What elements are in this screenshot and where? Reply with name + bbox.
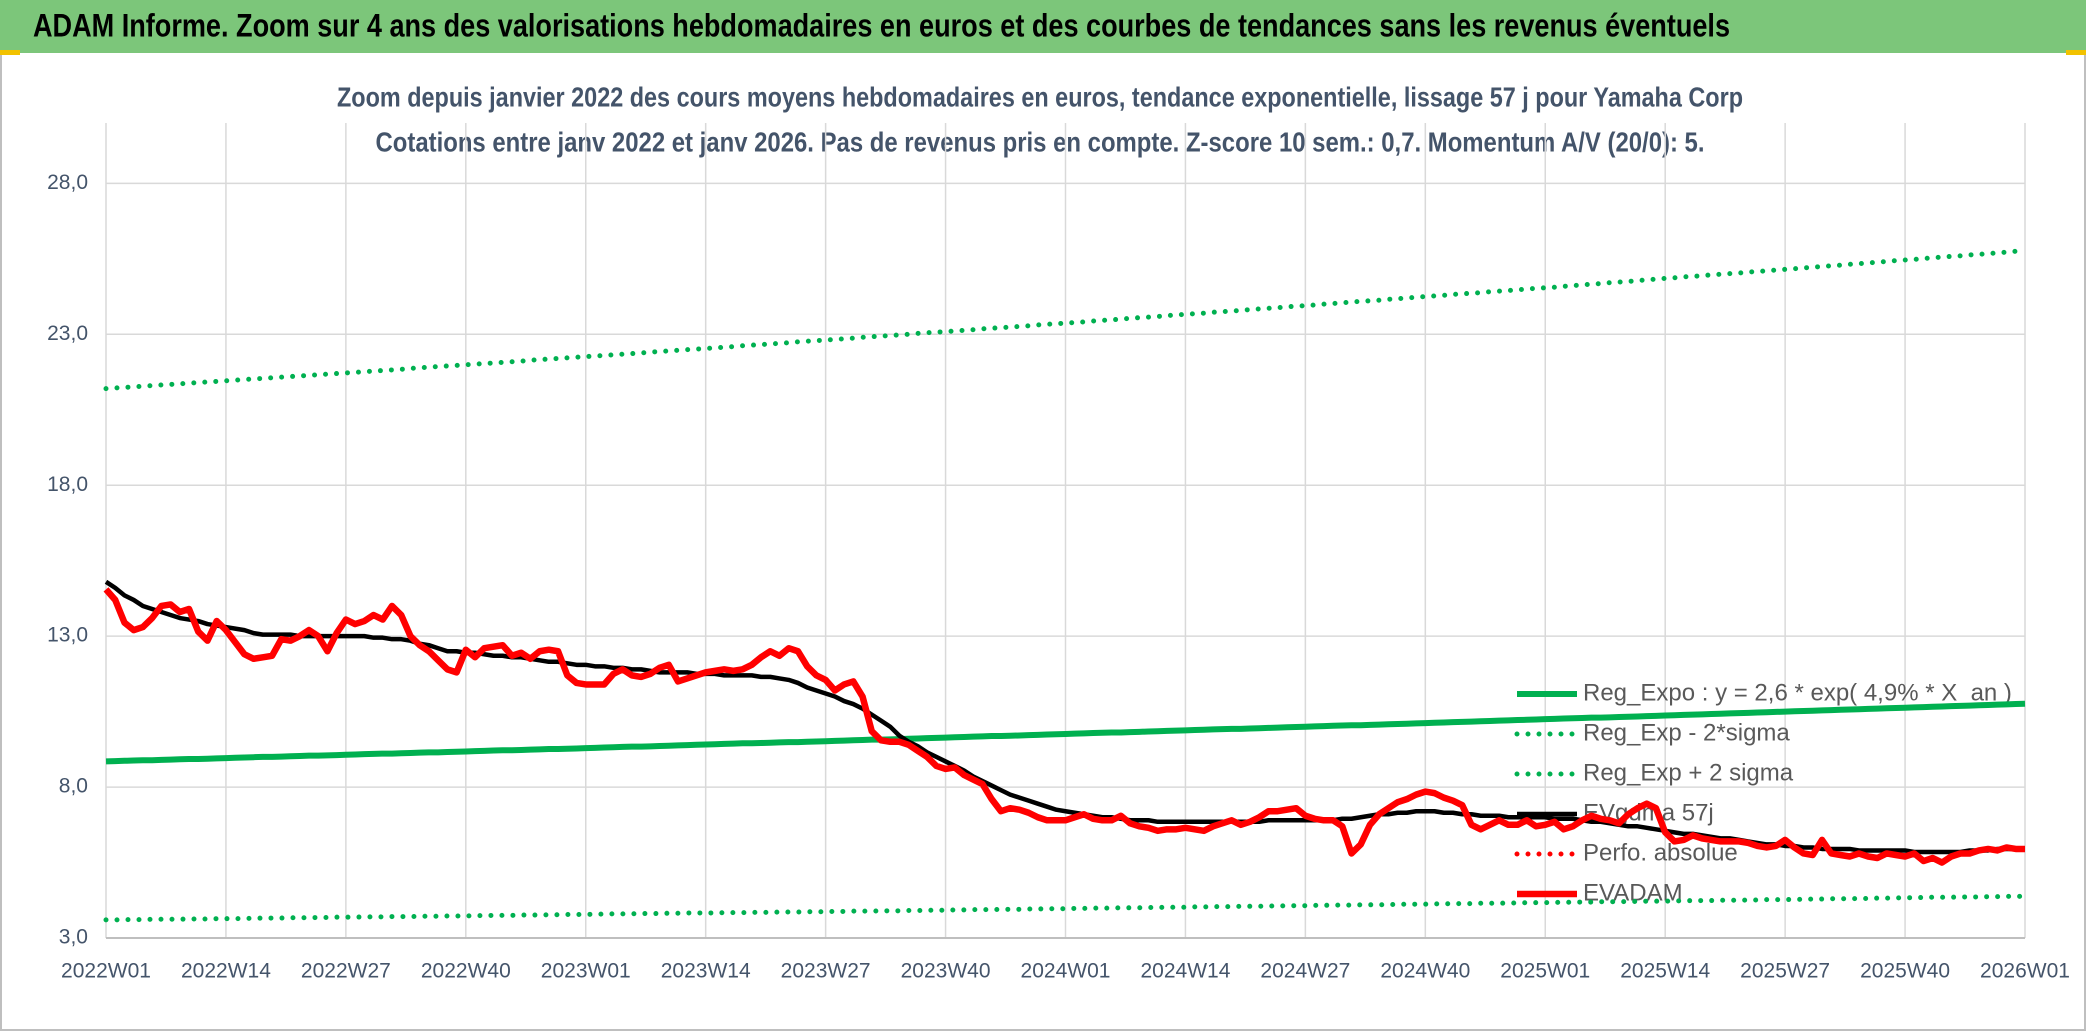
x-tick-label: 2025W27 <box>1740 960 1830 983</box>
x-tick-label: 2023W14 <box>661 960 751 983</box>
y-tick-label: 23,0 <box>47 322 88 345</box>
x-tick-label: 2025W40 <box>1860 960 1950 983</box>
series-line <box>103 893 2028 923</box>
x-tick-label: 2024W01 <box>1021 960 1111 983</box>
legend-label: Reg_Exp - 2*sigma <box>1583 719 1790 746</box>
x-tick-label: 2022W01 <box>61 960 151 983</box>
x-tick-label: 2026W01 <box>1980 960 2070 983</box>
x-tick-label: 2023W27 <box>781 960 871 983</box>
x-tick-label: 2023W40 <box>901 960 991 983</box>
x-tick-label: 2024W40 <box>1380 960 1470 983</box>
x-tick-label: 2025W14 <box>1620 960 1710 983</box>
y-tick-label: 18,0 <box>47 473 88 496</box>
header-accent <box>0 50 20 55</box>
y-tick-label: 13,0 <box>47 624 88 647</box>
header-accent <box>2066 50 2086 55</box>
header-bar <box>0 0 2086 53</box>
y-tick-label: 8,0 <box>59 775 88 798</box>
y-tick-label: 3,0 <box>59 926 88 949</box>
x-tick-label: 2023W01 <box>541 960 631 983</box>
series-line <box>103 587 2025 866</box>
legend-label: Reg_Expo : y = 2,6 * exp( 4,9% * X_an ) <box>1583 679 2012 706</box>
x-tick-label: 2022W14 <box>181 960 271 983</box>
series-line <box>103 248 2028 392</box>
legend-label: Perfo. absolue <box>1583 839 1738 866</box>
x-tick-label: 2024W27 <box>1260 960 1350 983</box>
x-tick-label: 2022W27 <box>301 960 391 983</box>
x-tick-label: 2024W14 <box>1140 960 1230 983</box>
header-title: ADAM Informe. Zoom sur 4 ans des valoris… <box>33 7 1730 43</box>
chart-title: Zoom depuis janvier 2022 des cours moyen… <box>337 81 1743 112</box>
series-line <box>105 700 2026 765</box>
x-tick-label: 2022W40 <box>421 960 511 983</box>
legend-label: Reg_Exp + 2 sigma <box>1583 759 1794 786</box>
y-tick-label: 28,0 <box>47 171 88 194</box>
x-tick-label: 2025W01 <box>1500 960 1590 983</box>
chart-subtitle: Cotations entre janv 2022 et janv 2026. … <box>376 126 1705 157</box>
